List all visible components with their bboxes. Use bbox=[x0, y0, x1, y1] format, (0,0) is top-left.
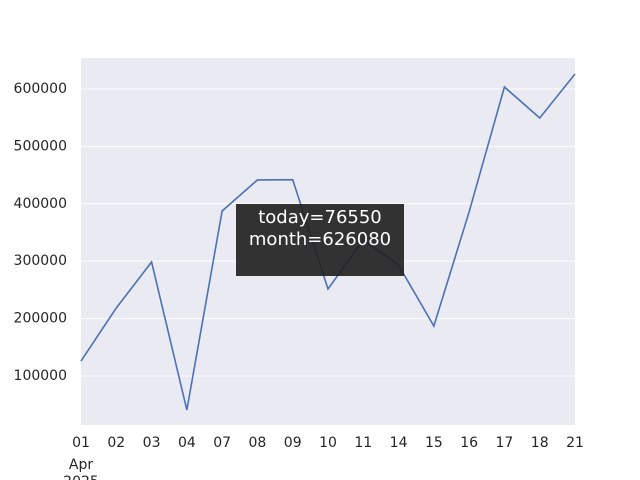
x-sublabel: 2025 bbox=[63, 474, 99, 480]
x-tick-label: 08 bbox=[249, 435, 267, 451]
y-tick-label: 200000 bbox=[14, 311, 67, 327]
x-tick-label: 09 bbox=[284, 435, 302, 451]
x-tick-label: 04 bbox=[178, 435, 196, 451]
x-tick-label: 02 bbox=[107, 435, 125, 451]
y-tick-label: 500000 bbox=[14, 138, 67, 154]
x-tick-label: 17 bbox=[496, 435, 514, 451]
x-tick-label: 03 bbox=[143, 435, 161, 451]
x-tick-label: 15 bbox=[425, 435, 443, 451]
tooltip-box bbox=[236, 204, 404, 276]
x-tick-label: 01 bbox=[72, 435, 90, 451]
x-tick-label: 18 bbox=[531, 435, 549, 451]
x-tick-label: 10 bbox=[319, 435, 337, 451]
x-tick-label: 21 bbox=[566, 435, 584, 451]
x-tick-label: 11 bbox=[354, 435, 372, 451]
x-tick-label: 14 bbox=[390, 435, 408, 451]
tooltip-text: month=626080 bbox=[249, 229, 391, 250]
x-tick-label: 07 bbox=[213, 435, 231, 451]
y-tick-label: 600000 bbox=[14, 81, 67, 97]
y-tick-label: 100000 bbox=[14, 368, 67, 384]
line bbox=[80, 73, 576, 411]
x-sublabel: Apr bbox=[69, 457, 93, 473]
tooltip-text: today=76550 bbox=[258, 207, 382, 228]
x-tick-label: 16 bbox=[460, 435, 478, 451]
y-tick-label: 400000 bbox=[14, 196, 67, 212]
y-tick-label: 300000 bbox=[14, 253, 67, 269]
